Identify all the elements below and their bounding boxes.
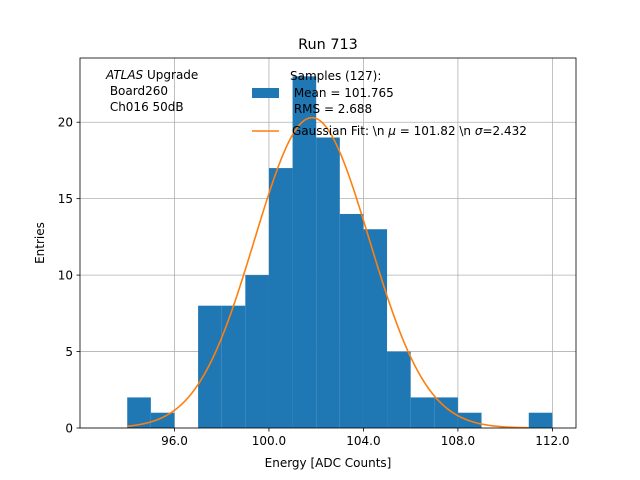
plot-frame xyxy=(79,57,577,429)
gaussian-fit xyxy=(127,116,529,429)
y-tick-label: 15 xyxy=(58,192,73,206)
annotation-upgrade: Upgrade xyxy=(143,68,198,82)
atlas-annotation: ATLAS Upgrade Board260 Ch016 50dB xyxy=(105,68,198,114)
legend-fit-start: Gaussian Fit: \n xyxy=(292,124,388,138)
histogram-bar xyxy=(339,213,364,428)
legend-samples-line-2: Mean = 101.765 xyxy=(290,86,394,100)
histogram-bar xyxy=(434,397,458,428)
x-tick-label: 100.0 xyxy=(252,434,286,448)
y-tick-label: 20 xyxy=(58,116,73,130)
gaussian-fit-curve xyxy=(127,116,529,429)
annotation-line-1: ATLAS Upgrade xyxy=(105,68,198,82)
legend-samples-line-3: RMS = 2.688 xyxy=(290,102,372,116)
y-axis-ticks: 0 5 10 15 20 xyxy=(58,116,80,435)
y-tick-label: 5 xyxy=(65,345,73,359)
histogram-bar xyxy=(198,305,222,428)
histogram-bar xyxy=(127,397,151,428)
annotation-line-2: Board260 xyxy=(106,84,168,98)
histogram-bar xyxy=(410,397,435,428)
legend: Samples (127): Mean = 101.765 RMS = 2.68… xyxy=(252,69,527,138)
annotation-line-3: Ch016 50dB xyxy=(106,100,184,114)
y-tick-label: 10 xyxy=(58,268,73,282)
histogram-bar xyxy=(245,275,269,428)
x-tick-label: 104.0 xyxy=(346,434,380,448)
x-axis-ticks: 96.0 100.0 104.0 108.0 112.0 xyxy=(161,428,570,448)
legend-fit-mu: μ xyxy=(387,124,396,138)
y-tick-label: 0 xyxy=(65,421,73,435)
histogram-bar xyxy=(316,137,340,428)
histogram-bar xyxy=(387,351,411,428)
legend-fit-sigma: σ xyxy=(475,124,483,138)
y-axis-label: Entries xyxy=(33,222,47,264)
histogram-bar xyxy=(268,168,293,428)
legend-fit-end: =2.432 xyxy=(482,124,526,138)
legend-samples-swatch xyxy=(252,88,279,98)
chart-title: Run 713 xyxy=(298,37,358,53)
histogram-bar xyxy=(528,412,553,428)
histogram-bar xyxy=(292,76,317,428)
legend-fit-mid: = 101.82 \n xyxy=(396,124,475,138)
x-tick-label: 96.0 xyxy=(161,434,188,448)
annotation-atlas: ATLAS xyxy=(105,68,144,82)
histogram-bar xyxy=(150,412,175,428)
x-tick-label: 112.0 xyxy=(535,434,569,448)
legend-fit-label: Gaussian Fit: \n μ = 101.82 \n σ=2.432 xyxy=(292,124,527,138)
x-tick-label: 108.0 xyxy=(441,434,475,448)
histogram-bar xyxy=(221,305,246,428)
legend-samples-line-1: Samples (127): xyxy=(290,69,381,83)
x-axis-label: Energy [ADC Counts] xyxy=(265,456,392,470)
